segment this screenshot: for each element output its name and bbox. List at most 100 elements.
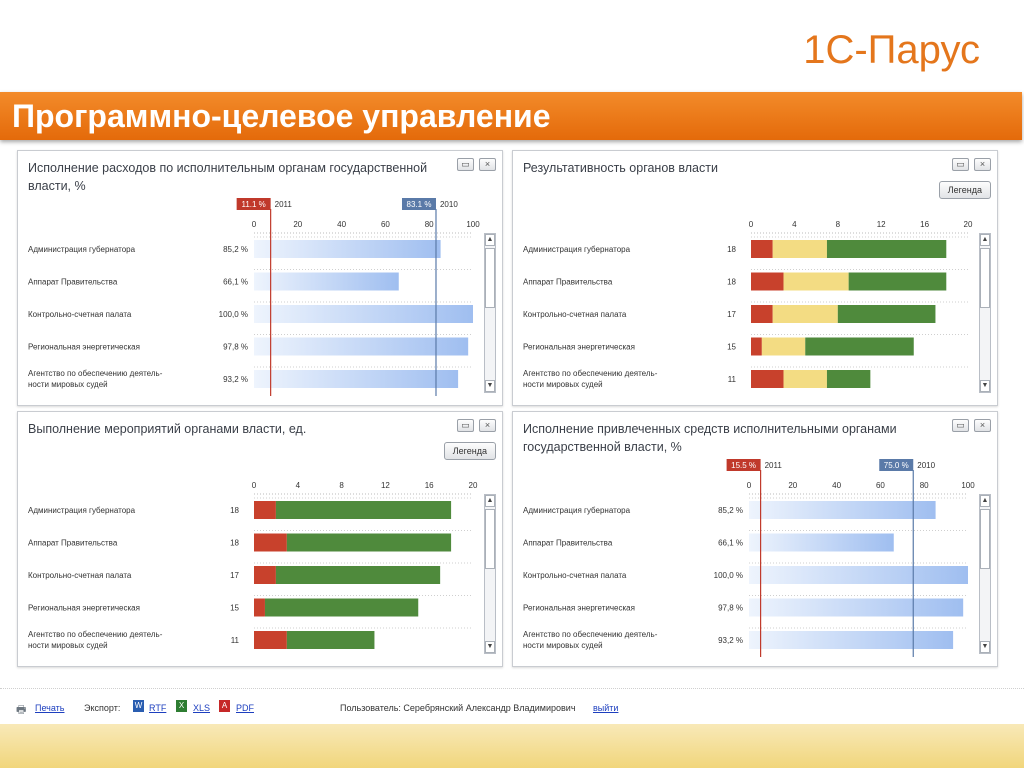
chart-effectiveness: 0 4 8 12 16 20 Администрация губернатора 18 Аппа… [523,220,973,389]
scroll-thumb[interactable] [980,509,990,569]
maximize-icon[interactable]: ▭ [457,419,474,432]
bar-segment [254,631,287,649]
tick-label: 16 [920,220,929,229]
tick-label: 4 [296,481,301,490]
marker-label: 11.1 % [241,200,265,209]
bar-segment [826,370,871,388]
total-label: 11 [728,375,737,384]
bar [254,240,441,258]
tick-label: 0 [252,220,257,229]
bar [749,566,968,584]
scroll-thumb[interactable] [980,248,990,308]
scroll-down-icon[interactable]: ▼ [980,380,990,392]
bar-segment [848,272,947,291]
tick-label: 20 [964,220,973,229]
legend-button[interactable]: Легенда [938,181,991,199]
tick-label: 40 [337,220,346,229]
scroll-up-icon[interactable]: ▲ [485,234,495,246]
scroll-thumb[interactable] [485,248,495,308]
bar-segment [761,337,806,356]
xls-link[interactable]: XLS [193,703,211,713]
org-label: Агентство по обеспечению деятель- [523,369,658,378]
total-label: 18 [727,245,736,254]
bar-segment [254,598,265,617]
org-label: Агентство по обеспечению деятель- [28,630,163,639]
close-icon[interactable]: × [479,419,496,432]
panel-expenses: Исполнение расходов по исполнительным ор… [17,150,503,406]
maximize-icon[interactable]: ▭ [952,158,969,171]
marker-label: 75.0 % [884,461,909,470]
org-label: Контрольно-счетная палата [28,571,132,580]
marker-year: 2011 [765,461,783,470]
close-icon[interactable]: × [974,158,991,171]
scrollbar[interactable]: ▲ ▼ [979,494,991,654]
total-label: 15 [727,343,736,352]
pdf-link[interactable]: PDF [236,703,254,713]
org-label: Администрация губернатора [523,245,631,254]
maximize-icon[interactable]: ▭ [952,419,969,432]
scrollbar[interactable]: ▲ ▼ [484,233,496,393]
total-label: 18 [230,539,239,548]
printer-icon[interactable]: 🖶 [16,704,27,716]
scrollbar[interactable]: ▲ ▼ [979,233,991,393]
tick-label: 16 [425,481,434,490]
tick-label: 12 [877,220,886,229]
scroll-down-icon[interactable]: ▼ [485,380,495,392]
scroll-up-icon[interactable]: ▲ [980,495,990,507]
bar-segment [837,305,936,323]
org-label: Региональная энергетическая [523,604,635,613]
chart-attracted-funds: 0 20 40 60 80 100 Администрация губернатора 85,… [523,459,975,657]
bar-segment [254,566,276,584]
total-label: 18 [727,278,736,287]
org-label: Администрация губернатора [28,506,136,515]
tick-label: 20 [293,220,302,229]
scroll-up-icon[interactable]: ▲ [980,234,990,246]
word-icon[interactable]: W [133,700,144,712]
panel-effectiveness: Результативность органов власти ▭ × Леге… [512,150,998,406]
org-label: Агентство по обеспечению деятель- [28,369,163,378]
maximize-icon[interactable]: ▭ [457,158,474,171]
org-label: ности мировых судей [523,380,603,389]
page-banner: Программно-целевое управление [0,92,1022,140]
pdf-icon[interactable]: A [219,700,230,712]
bar [749,631,954,649]
total-label: 11 [231,636,240,645]
value-label: 85,2 % [223,245,248,254]
tick-label: 20 [788,481,797,490]
tick-label: 80 [425,220,434,229]
org-label: Аппарат Правительства [523,278,613,287]
scroll-down-icon[interactable]: ▼ [980,641,990,653]
bar-segment [254,501,276,519]
scrollbar[interactable]: ▲ ▼ [484,494,496,654]
tick-label: 80 [920,481,929,490]
logout-link[interactable]: выйти [593,703,619,713]
marker-label: 83.1 % [407,200,432,209]
close-icon[interactable]: × [479,158,496,171]
tick-label: 40 [832,481,841,490]
bar-segment [751,370,784,388]
bar-segment [286,631,375,649]
tick-label: 100 [466,220,480,229]
total-label: 17 [230,571,239,580]
org-label: ности мировых судей [523,641,603,650]
value-label: 66,1 % [718,539,743,548]
bar-segment [275,566,441,584]
panel-title: Результативность органов власти [523,161,718,175]
marker-tag [236,198,271,210]
footer-toolbar: 🖶 Печать Экспорт: W RTF X XLS A PDF Поль… [0,688,1024,722]
scroll-down-icon[interactable]: ▼ [485,641,495,653]
slide-bottom-band [0,724,1024,768]
scroll-thumb[interactable] [485,509,495,569]
rtf-link[interactable]: RTF [149,703,167,713]
print-link[interactable]: Печать [35,703,65,713]
tick-label: 12 [381,481,390,490]
close-icon[interactable]: × [974,419,991,432]
legend-button[interactable]: Легенда [443,442,496,460]
brand-logo-text: 1С-Парус [803,28,980,72]
scroll-up-icon[interactable]: ▲ [485,495,495,507]
org-label: Аппарат Правительства [523,539,613,548]
org-label: Контрольно-счетная палата [28,310,132,319]
bar-segment [751,337,762,356]
marker-label: 15.5 % [731,461,756,470]
excel-icon[interactable]: X [176,700,187,712]
